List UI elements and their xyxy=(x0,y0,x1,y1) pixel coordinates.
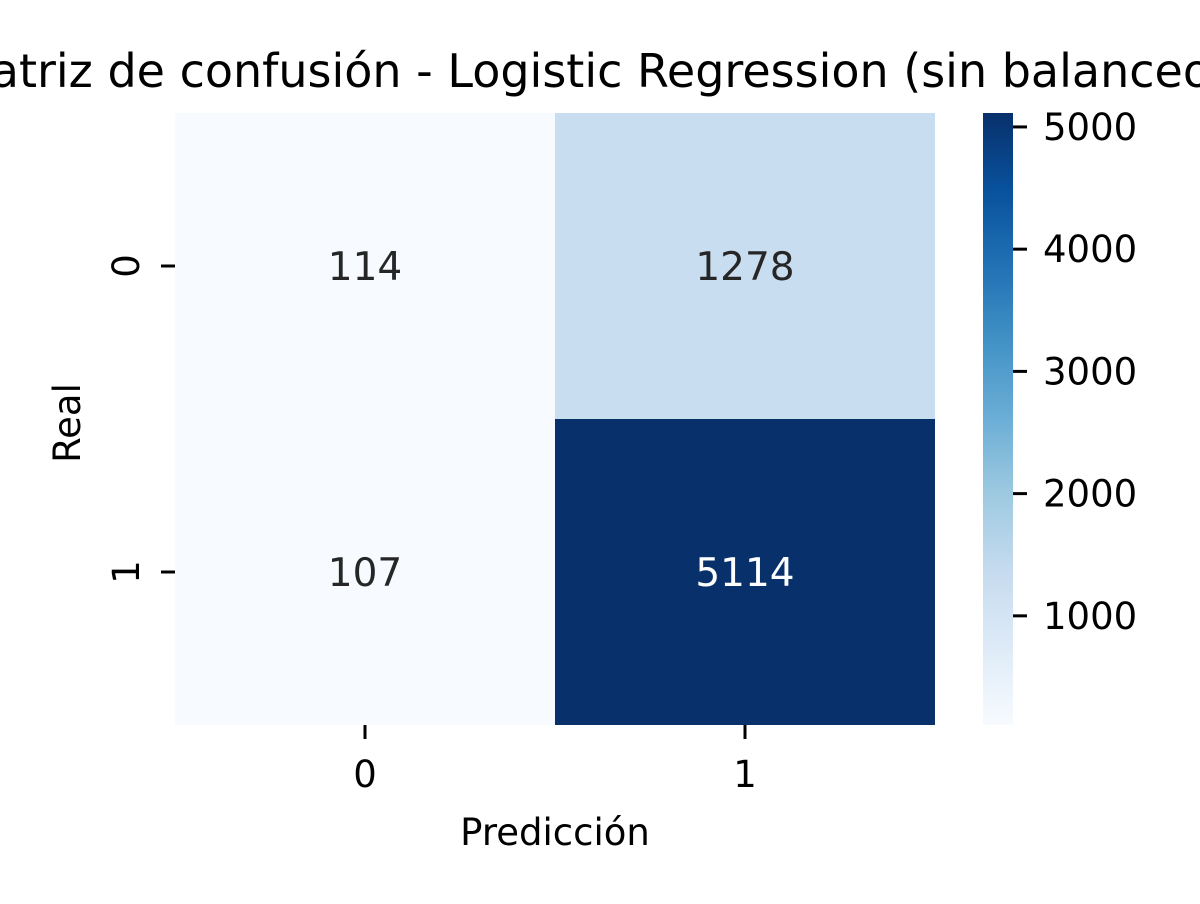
heatmap-cell-0-0 xyxy=(175,113,555,419)
cell-value-labels: 114 1278 107 5114 xyxy=(328,245,795,596)
cell-value-1-0: 107 xyxy=(328,551,402,596)
heatmap-cell-1-1 xyxy=(555,419,935,725)
colorbar-tick-label-0: 1000 xyxy=(1043,595,1137,638)
heatmap-cell-1-0 xyxy=(175,419,555,725)
chart-title: Matriz de confusión - Logistic Regressio… xyxy=(0,44,1200,98)
heatmap-cells xyxy=(175,113,935,725)
colorbar xyxy=(983,113,1013,725)
heatmap-axes: 0 1 0 1 xyxy=(105,254,757,796)
colorbar-tick-label-2: 3000 xyxy=(1043,350,1137,393)
heatmap-cell-0-1 xyxy=(555,113,935,419)
y-tick-label-0: 0 xyxy=(105,254,148,278)
cell-value-0-1: 1278 xyxy=(695,245,794,290)
y-tick-label-1: 1 xyxy=(105,560,148,584)
colorbar-ticks: 1000 2000 3000 4000 5000 xyxy=(1013,106,1137,638)
colorbar-tick-label-4: 5000 xyxy=(1043,106,1137,149)
x-tick-label-0: 0 xyxy=(353,753,377,796)
x-axis-label: Predicción xyxy=(460,811,650,854)
cell-value-0-0: 114 xyxy=(328,245,402,290)
y-axis-label: Real xyxy=(46,383,89,463)
colorbar-tick-label-1: 2000 xyxy=(1043,473,1137,516)
cell-value-1-1: 5114 xyxy=(695,551,794,596)
x-tick-label-1: 1 xyxy=(733,753,757,796)
colorbar-tick-label-3: 4000 xyxy=(1043,228,1137,271)
